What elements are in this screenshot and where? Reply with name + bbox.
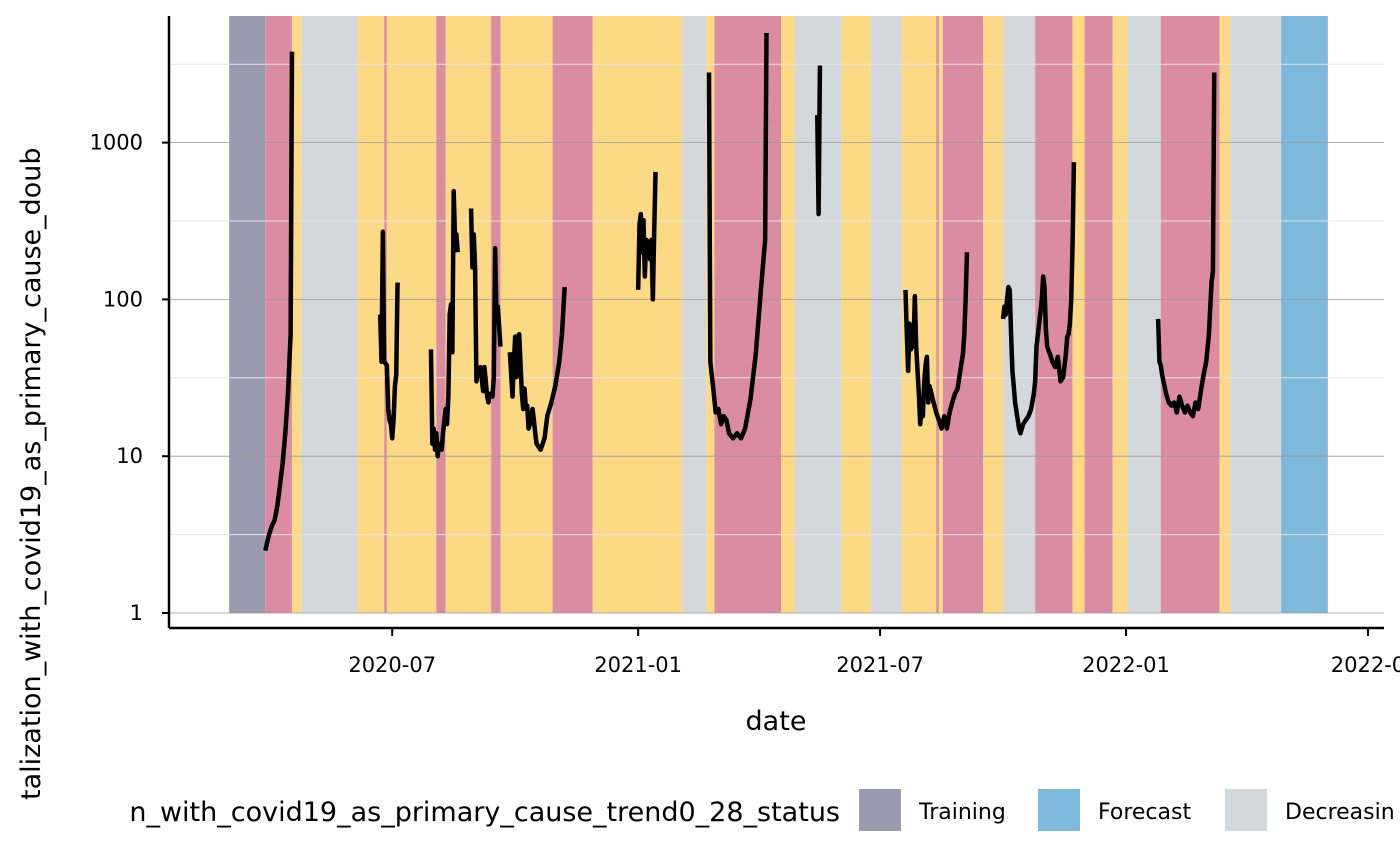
status-band-training	[229, 16, 266, 613]
legend-swatch-training	[859, 789, 901, 831]
series-line-segment-2	[377, 229, 400, 441]
series-line-segment-8	[815, 65, 823, 217]
x-tick-label: 2021-07	[836, 653, 924, 677]
status-band-increasing	[265, 16, 292, 613]
status-band-decreasing	[682, 16, 707, 613]
status-band-plateau	[357, 16, 385, 613]
status-band-plateau	[983, 16, 1004, 613]
status-band-decreasing	[1127, 16, 1161, 613]
status-band-decreasing	[1230, 16, 1282, 613]
series-line-segment-11	[1155, 72, 1217, 419]
y-tick-label: 100	[103, 287, 143, 311]
status-band-increasing	[1084, 16, 1113, 613]
status-band-plateau	[386, 16, 437, 613]
x-tick-label: 2021-01	[594, 653, 682, 677]
legend-title: n_with_covid19_as_primary_cause_trend0_2…	[129, 797, 840, 828]
status-band-plateau	[1072, 16, 1085, 613]
status-bands	[229, 16, 1328, 613]
legend-label-training: Training	[918, 800, 1006, 825]
y-tick-label: 1	[130, 601, 143, 625]
legend-swatch-decreasing	[1225, 789, 1267, 831]
status-band-plateau	[841, 16, 871, 613]
series-line-segment-6	[635, 171, 658, 302]
gridlines	[169, 63, 1384, 614]
series-line-segment-4	[468, 208, 503, 405]
legend-label-decreasing: Decreasin	[1285, 800, 1395, 825]
status-band-plateau	[592, 16, 683, 613]
status-band-plateau	[500, 16, 553, 613]
legend-swatch-forecast	[1038, 789, 1080, 831]
y-tick-label: 1000	[90, 131, 143, 155]
axes: 1 10 100 1000 2020-07 2021-01 2021-07 2022-01 20…	[90, 16, 1400, 677]
axis-labels: date talization_with_covid19_as_primary_…	[16, 147, 806, 800]
status-band-plateau	[781, 16, 795, 613]
legend-label-forecast: Forecast	[1098, 800, 1191, 825]
status-band-increasing	[936, 16, 939, 613]
data-series	[263, 32, 1217, 552]
status-band-plateau	[291, 16, 302, 613]
series-line-segment-3	[428, 188, 460, 459]
series-line-segment-10	[1000, 162, 1077, 436]
y-axis-title: talization_with_covid19_as_primary_cause…	[16, 147, 47, 800]
x-tick-label: 2022-01	[1082, 653, 1170, 677]
status-band-increasing	[714, 16, 782, 613]
status-band-increasing	[552, 16, 593, 613]
x-tick-label: 2022-0	[1331, 653, 1400, 677]
status-band-plateau	[938, 16, 943, 613]
status-band-decreasing	[870, 16, 902, 613]
status-band-plateau	[1112, 16, 1128, 613]
x-axis-title: date	[746, 706, 807, 737]
series-line-segment-7	[706, 32, 769, 441]
status-band-increasing	[436, 16, 446, 613]
series-line-segment-5	[507, 286, 567, 452]
status-band-forecast	[1281, 16, 1328, 613]
status-band-plateau	[1219, 16, 1231, 613]
series-line-segment-9	[903, 252, 970, 431]
series-line-segment-1	[263, 51, 295, 552]
x-tick-label: 2020-07	[348, 653, 436, 677]
legend: n_with_covid19_as_primary_cause_trend0_2…	[129, 789, 1395, 831]
y-tick-label: 10	[116, 444, 143, 468]
status-band-decreasing	[301, 16, 358, 613]
